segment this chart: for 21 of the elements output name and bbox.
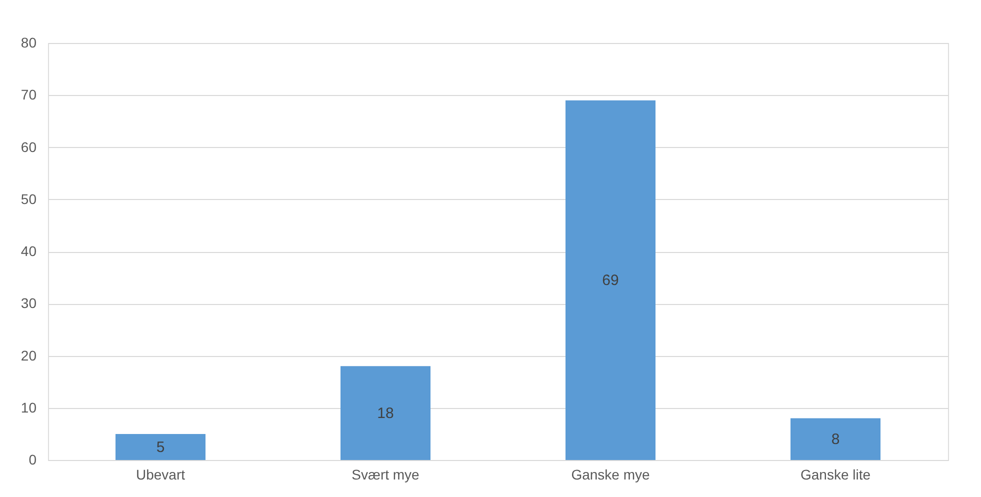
data-label: 8: [831, 431, 840, 448]
bar: [566, 100, 656, 460]
y-tick-label: 0: [28, 452, 37, 468]
x-tick-label: Svært mye: [352, 466, 420, 482]
y-tick-label: 10: [20, 399, 37, 416]
x-tick-label: Ubevart: [136, 466, 186, 482]
bar: [340, 366, 430, 460]
y-tick-label: 50: [20, 190, 37, 207]
bar: [116, 434, 206, 460]
y-tick-label: 60: [20, 138, 37, 155]
x-tick-label: Ganske mye: [571, 466, 650, 482]
y-tick-label: 40: [20, 243, 37, 259]
y-tick-label: 80: [20, 34, 37, 50]
data-label: 69: [602, 272, 619, 290]
y-tick-label: 20: [20, 347, 37, 364]
bar: [790, 418, 880, 460]
data-label: 18: [377, 405, 394, 422]
data-label: 5: [156, 438, 165, 456]
x-tick-label: Ganske lite: [800, 466, 871, 482]
y-tick-label: 70: [20, 86, 37, 103]
y-tick-label: 30: [20, 295, 37, 312]
